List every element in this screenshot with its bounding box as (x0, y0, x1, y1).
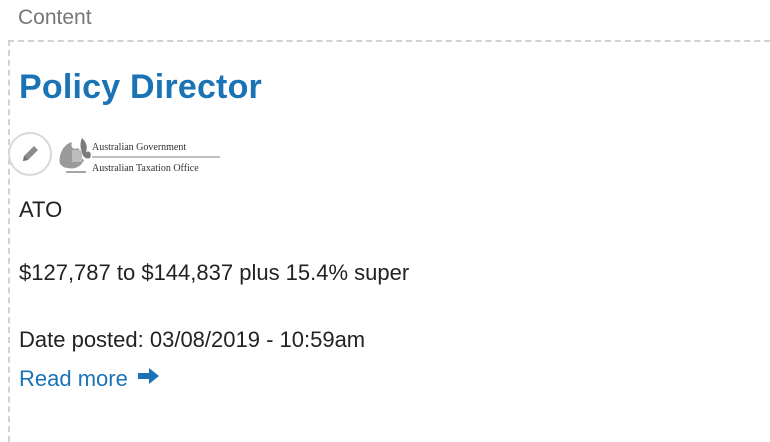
edit-button[interactable] (8, 132, 52, 176)
pencil-icon (23, 146, 38, 161)
section-label: Content (18, 6, 92, 29)
organisation-name: ATO (19, 197, 63, 222)
agency-logo: Australian Government Australian Taxatio… (59, 138, 220, 174)
job-title-link[interactable]: Policy Director (19, 68, 262, 106)
content-region (8, 40, 770, 442)
logo-line-2: Australian Taxation Office (92, 163, 199, 174)
arrow-right-icon (136, 366, 162, 392)
coat-of-arms-icon (59, 138, 91, 173)
read-more-label: Read more (19, 366, 128, 391)
read-more-link[interactable]: Read more (19, 366, 162, 392)
salary-text: $127,787 to $144,837 plus 15.4% super (19, 260, 410, 285)
logo-line-1: Australian Government (92, 142, 186, 153)
date-posted: Date posted: 03/08/2019 - 10:59am (19, 327, 366, 352)
